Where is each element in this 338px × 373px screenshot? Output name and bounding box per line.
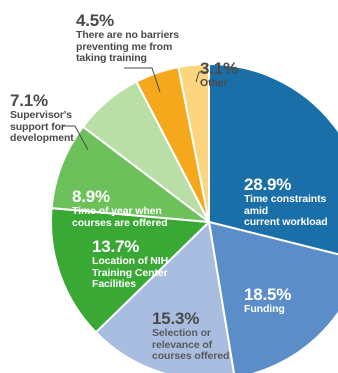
slice-text: There are no barriers preventing me from…: [76, 29, 179, 65]
slice-text: Funding: [244, 303, 285, 316]
slice-percent: 4.5%: [76, 11, 114, 30]
slice-label-supervisor: 7.1% Supervisor's support for developmen…: [10, 91, 74, 145]
slice-text: Location of NIH Training Center Faciliti…: [92, 255, 169, 291]
slice-text: Time constraints amid current workload: [244, 193, 328, 229]
pie-slice-3: [50, 207, 212, 334]
slice-percent: 15.3%: [152, 309, 200, 328]
slice-text: Supervisor's support for development: [10, 109, 74, 145]
slice-label-no-barriers: 4.5% There are no barriers preventing me…: [76, 11, 179, 65]
pie-slice-7: [177, 62, 210, 223]
leader-line-no-barriers: [124, 67, 161, 93]
leader-line-other: [195, 71, 208, 83]
slice-label-time-constraints: 28.9% Time constraints amid current work…: [244, 175, 338, 229]
slice-percent: 18.5%: [244, 285, 292, 304]
slice-label-location: 13.7% Location of NIH Training Center Fa…: [92, 237, 169, 291]
slice-percent: 28.9%: [244, 175, 292, 194]
slice-label-funding: 18.5% Funding: [244, 285, 292, 316]
slice-percent: 8.9%: [72, 187, 110, 206]
slice-percent: 3.1%: [200, 59, 238, 78]
slice-percent: 7.1%: [10, 91, 48, 110]
slice-text: Time of year when courses are offered: [72, 205, 168, 229]
pie-slice-4: [50, 125, 213, 224]
pie-slice-2: [94, 219, 235, 373]
slice-percent: 13.7%: [92, 237, 140, 256]
slice-text: Other: [200, 77, 228, 90]
slice-label-selection: 15.3% Selection or relevance of courses …: [152, 309, 230, 363]
leader-line-supervisor: [62, 125, 89, 151]
slice-text: Selection or relevance of courses offere…: [152, 327, 230, 363]
pie-slice-1: [207, 220, 338, 373]
slice-label-time-of-year: 8.9% Time of year when courses are offer…: [72, 187, 168, 229]
slice-label-other: 3.1% Other: [200, 59, 238, 90]
pie-slice-0: [208, 62, 338, 256]
